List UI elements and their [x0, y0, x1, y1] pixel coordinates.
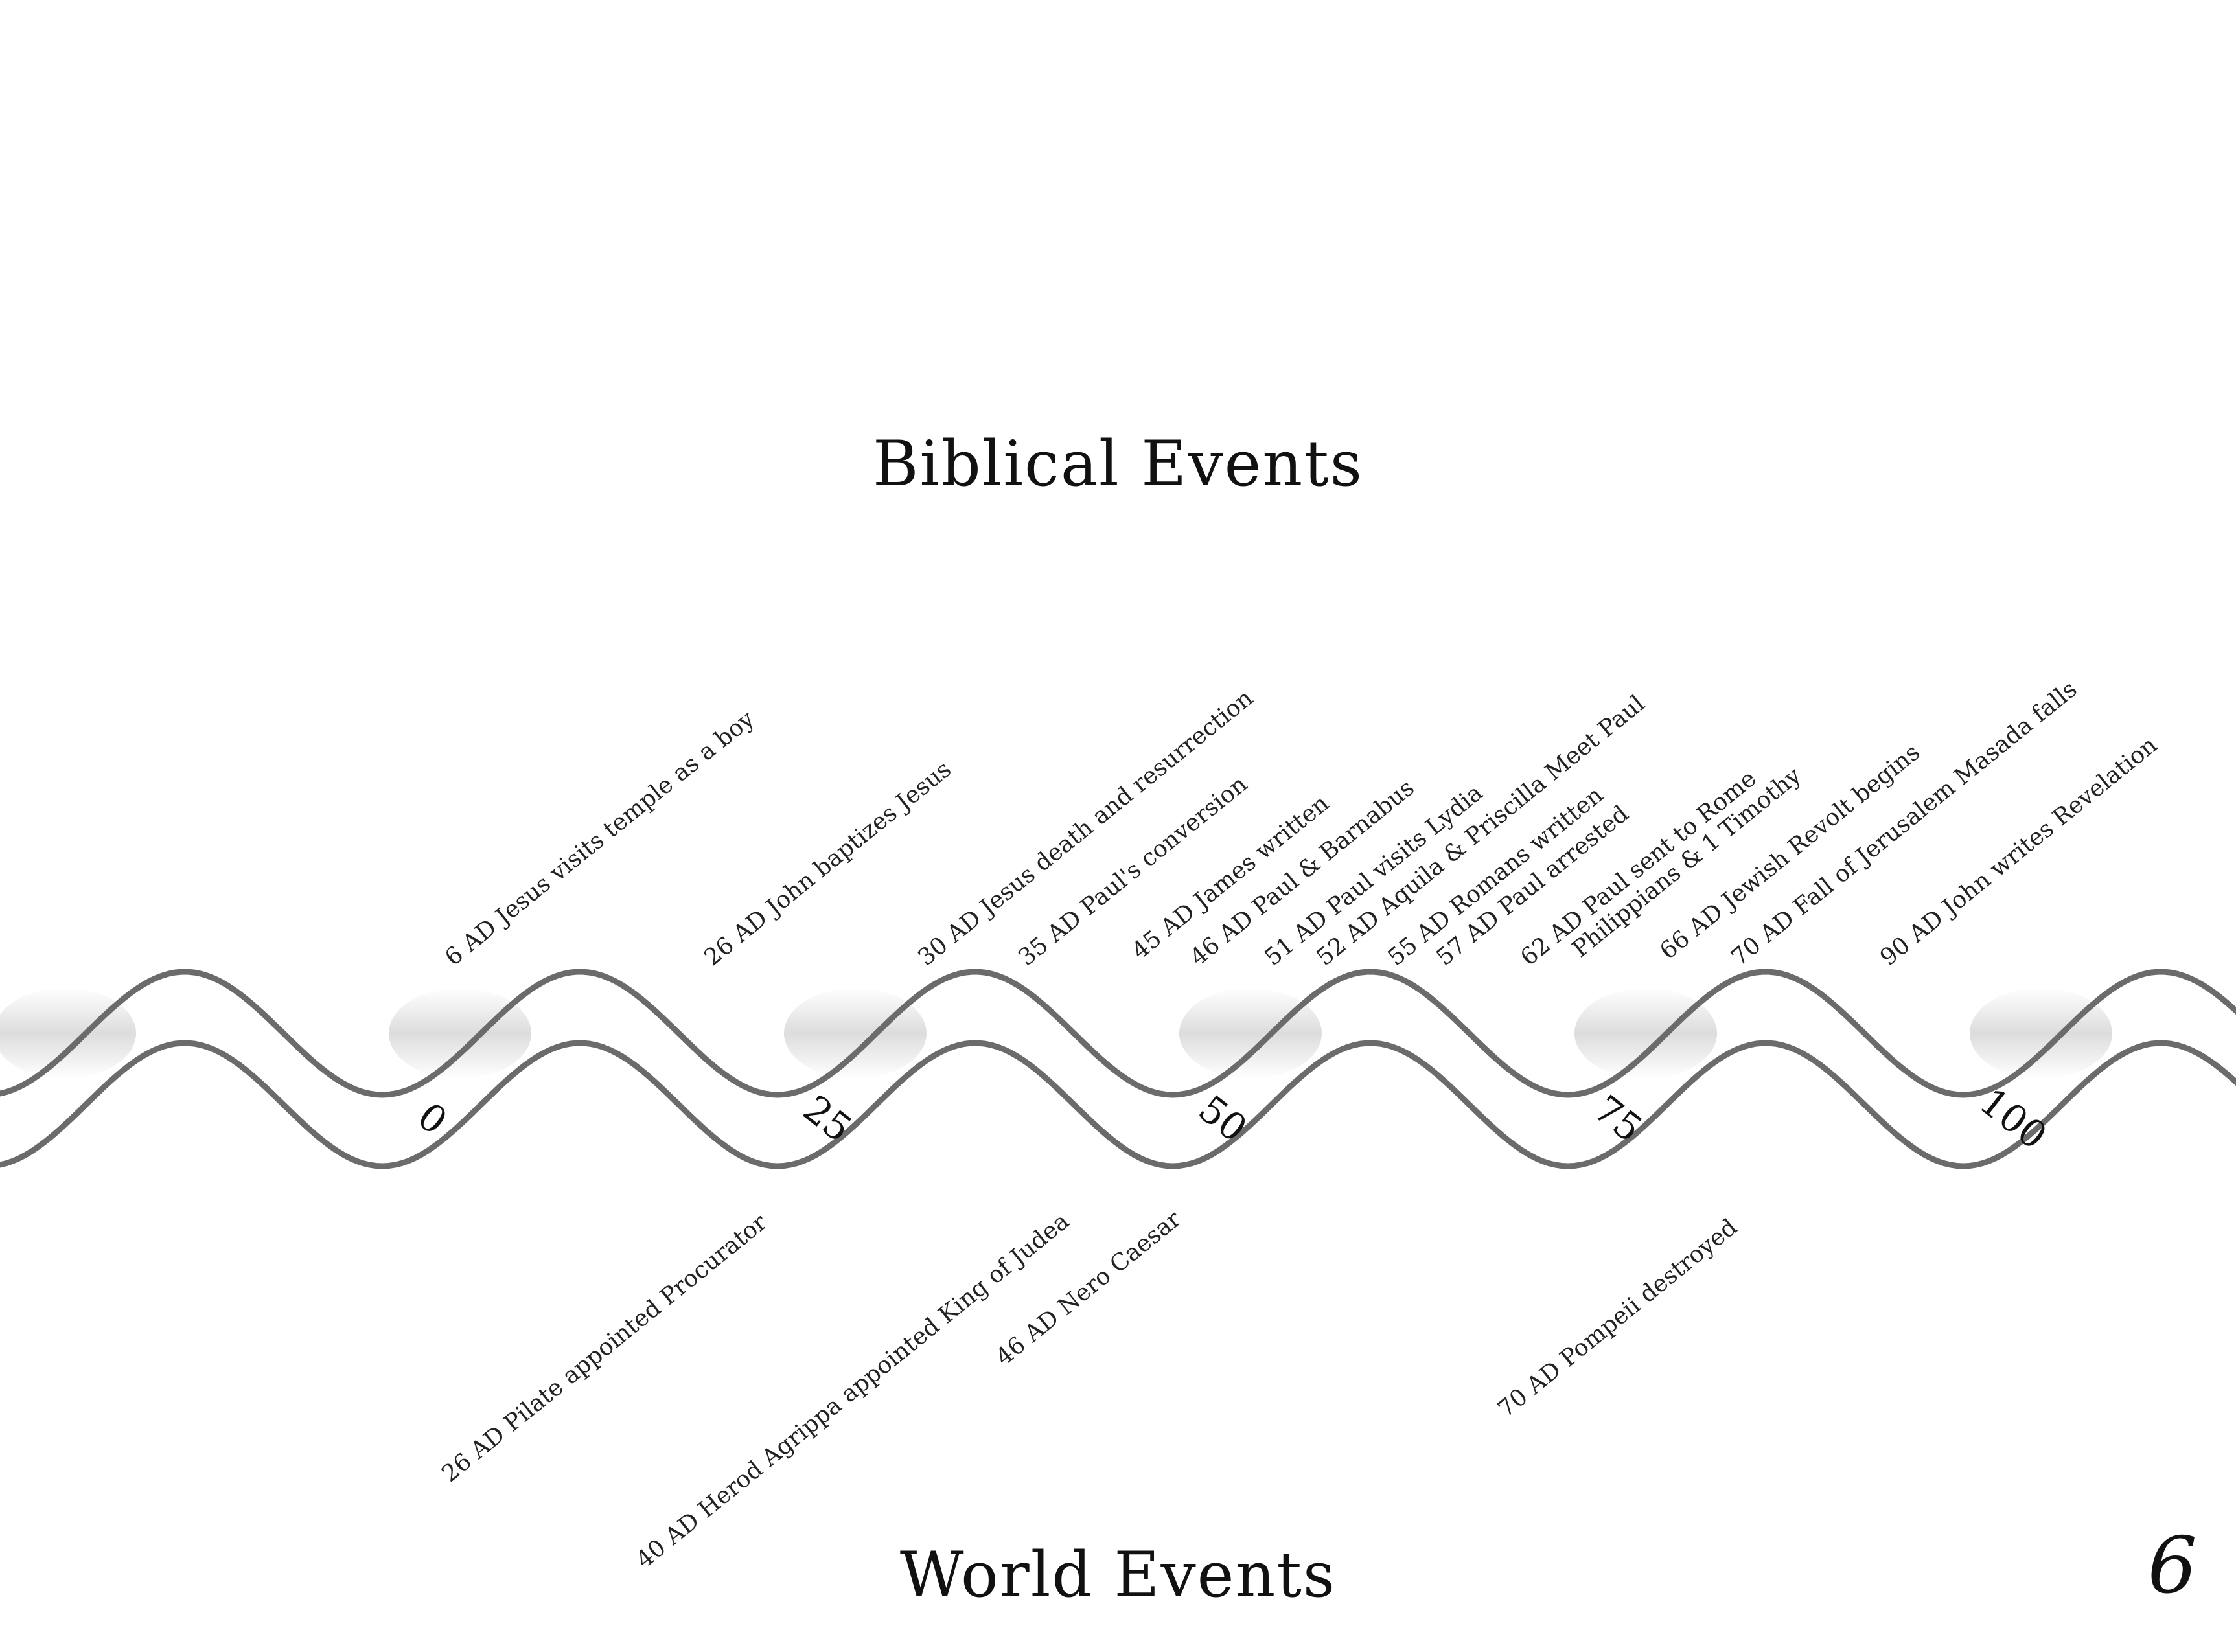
- timeline-ribbon: 0 25 50 75 100: [0, 969, 2236, 1169]
- world-event: 70 AD Pompeii destroyed: [1493, 1213, 1743, 1423]
- world-event: 46 AD Nero Caesar: [991, 1206, 1186, 1371]
- ribbon-scale-label: 25: [795, 1086, 860, 1151]
- ribbon-scale-label: 75: [1585, 1086, 1650, 1151]
- ribbon-shading: [1574, 988, 1717, 1079]
- ribbon-upper-edge: [0, 969, 2236, 1098]
- page-number: 6: [2147, 1521, 2197, 1611]
- biblical-events-heading: Biblical Events: [872, 428, 1364, 500]
- ribbon-shading: [389, 988, 531, 1079]
- ribbon-scale-label: 50: [1190, 1086, 1255, 1151]
- ribbon-lower-edge: [0, 1040, 2236, 1169]
- world-events-heading: World Events: [899, 1539, 1337, 1611]
- ribbon-shading: [1179, 988, 1322, 1079]
- ribbon-shading: [1970, 988, 2112, 1079]
- world-event: 26 AD Pilate appointed Procurator: [437, 1209, 772, 1488]
- ribbon-shading: [0, 988, 136, 1079]
- ribbon-shading: [784, 988, 927, 1079]
